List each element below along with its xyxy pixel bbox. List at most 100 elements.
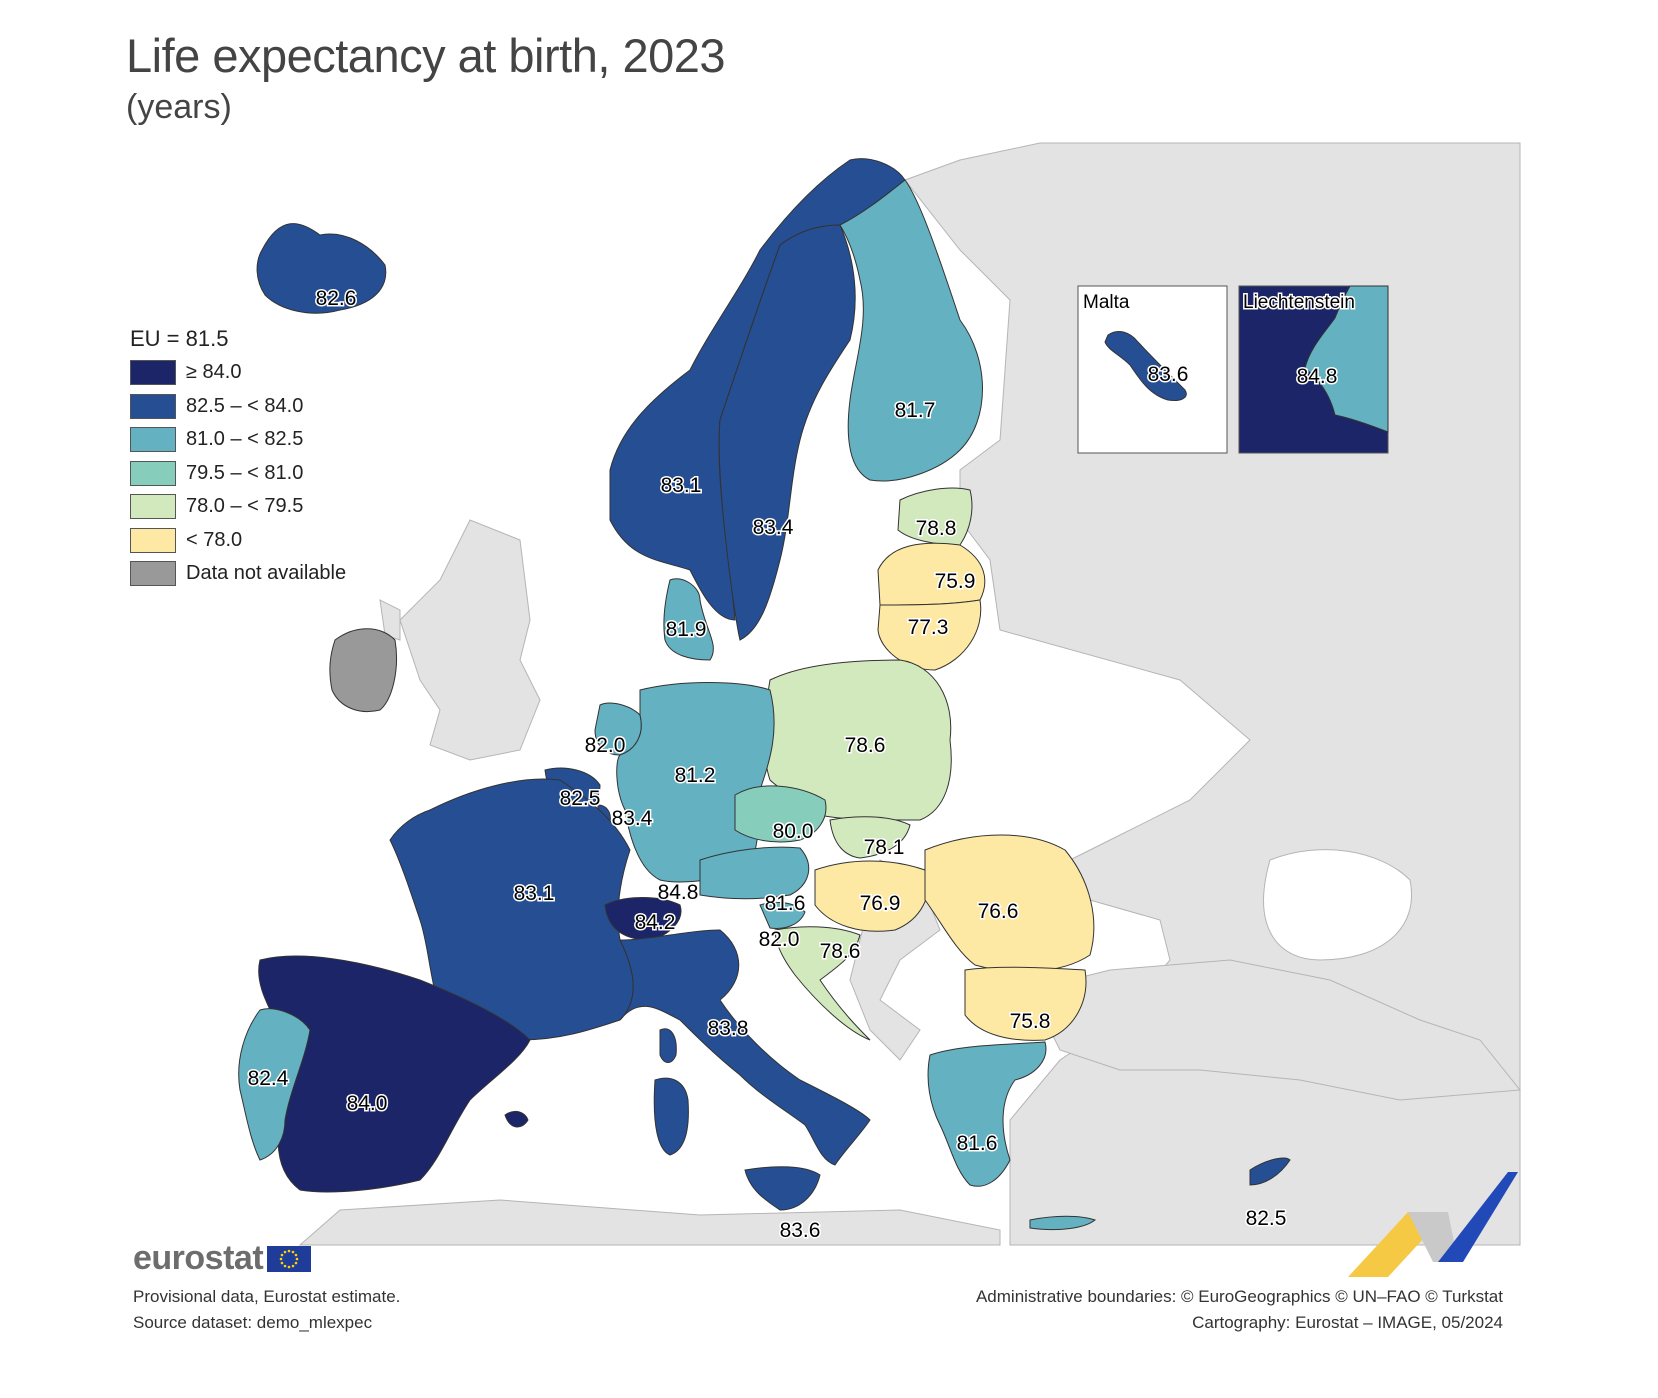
- poland-shape: [763, 659, 952, 821]
- bulgaria-shape: [964, 966, 1087, 1041]
- slovenia-shape: [759, 901, 806, 929]
- malta-inset-title: Malta: [1083, 292, 1130, 313]
- legend-item: 78.0 – < 79.5: [130, 490, 346, 524]
- slovakia-shape: [829, 816, 911, 859]
- sicily-shape: [744, 1166, 821, 1211]
- eurostat-logo: eurostat: [133, 1239, 312, 1278]
- value-label-malta: 83.6: [780, 1219, 821, 1242]
- value-label-finland: 81.7: [895, 399, 936, 422]
- footnote-line: Source dataset: demo_mlexpec: [133, 1313, 373, 1332]
- value-label-poland: 78.6: [845, 734, 886, 757]
- sweden-shape: [718, 224, 856, 641]
- legend-swatch: [130, 494, 176, 520]
- finland-shape: [839, 179, 983, 482]
- legend-swatch: [130, 427, 176, 453]
- legend-label: ≥ 84.0: [186, 361, 242, 384]
- value-label-france: 83.1: [514, 882, 555, 905]
- eurostat-chevron-logo: [1348, 1172, 1518, 1277]
- malta-inset: Malta 83.6: [1077, 285, 1228, 454]
- czechia-shape: [734, 785, 827, 843]
- legend-label: 82.5 – < 84.0: [186, 394, 304, 417]
- legend-label: 79.5 – < 81.0: [186, 461, 304, 484]
- value-label-bulgaria: 75.8: [1010, 1010, 1051, 1033]
- value-label-netherlands: 82.0: [585, 734, 626, 757]
- value-label-sweden: 83.4: [753, 516, 794, 539]
- value-label-slovenia: 82.0: [759, 928, 800, 951]
- legend-swatch: [130, 527, 176, 553]
- greece-shape: [927, 1041, 1047, 1187]
- value-label-estonia: 78.8: [916, 517, 957, 540]
- switzerland-shape: [604, 897, 682, 941]
- hungary-shape: [814, 860, 929, 932]
- credits-line: Administrative boundaries: © EuroGeograp…: [975, 1287, 1503, 1306]
- value-label-czechia: 80.0: [773, 820, 814, 843]
- france-shape: [389, 778, 634, 1041]
- footnote: Provisional data, Eurostat estimate. Sou…: [133, 1284, 400, 1336]
- legend-item: Data not available: [130, 557, 346, 591]
- value-label-belgium: 82.5: [560, 787, 601, 810]
- denmark-shape: [663, 578, 714, 661]
- sardinia-shape: [653, 1077, 689, 1156]
- legend-label: Data not available: [186, 562, 347, 585]
- value-label-portugal: 82.4: [248, 1067, 289, 1090]
- legend-swatch: [130, 360, 176, 386]
- map-subtitle: (years): [126, 88, 232, 126]
- value-label-switzerland: 84.2: [635, 911, 676, 934]
- value-label-austria: 81.6: [765, 892, 806, 915]
- legend-label: 81.0 – < 82.5: [186, 428, 304, 451]
- credits-line: Cartography: Eurostat – IMAGE, 05/2024: [1192, 1313, 1503, 1332]
- value-label-lithuania: 77.3: [908, 616, 949, 639]
- legend-item: < 78.0: [130, 524, 346, 558]
- map-title: Life expectancy at birth, 2023: [126, 29, 726, 82]
- legend-item: 81.0 – < 82.5: [130, 423, 346, 457]
- cyprus-shape: [1249, 1157, 1291, 1186]
- value-label-romania: 76.6: [978, 900, 1019, 923]
- value-label-iceland: 82.6: [316, 287, 357, 310]
- legend-swatch: [130, 561, 176, 587]
- legend-label: 78.0 – < 79.5: [186, 495, 304, 518]
- italy-shape: [619, 929, 871, 1166]
- malta-shape: [1104, 331, 1187, 401]
- value-label-germany: 81.2: [675, 764, 716, 787]
- footnote-line: Provisional data, Eurostat estimate.: [133, 1287, 401, 1306]
- value-label-greece: 81.6: [957, 1132, 998, 1155]
- lithuania-shape: [877, 599, 982, 671]
- portugal-shape: [238, 1008, 311, 1161]
- value-label-luxembourg: 83.4: [612, 807, 653, 830]
- croatia-shape: [774, 926, 871, 1041]
- legend-swatch: [130, 393, 176, 419]
- estonia-shape: [897, 487, 973, 546]
- legend-item: 82.5 – < 84.0: [130, 390, 346, 424]
- eu-flag-icon: [267, 1245, 312, 1272]
- credits: Administrative boundaries: © EuroGeograp…: [976, 1284, 1503, 1336]
- corsica-shape: [659, 1028, 677, 1063]
- country-shapes: [238, 158, 1291, 1231]
- iceland-shape: [256, 223, 387, 314]
- romania-shape: [924, 834, 1095, 973]
- legend: EU = 81.5 ≥ 84.0 82.5 – < 84.0 81.0 – < …: [130, 326, 346, 591]
- legend-title: EU = 81.5: [130, 326, 229, 351]
- malta-inset-value: 83.6: [1148, 363, 1189, 386]
- value-label-italy: 83.8: [708, 1017, 749, 1040]
- austria-shape: [699, 846, 810, 900]
- balearic-shape: [504, 1110, 529, 1128]
- ireland-shape: [329, 628, 398, 713]
- legend-label: < 78.0: [186, 528, 243, 551]
- liechtenstein-inset: Liechtenstein 84.8: [1238, 285, 1389, 454]
- crete-shape: [1029, 1215, 1097, 1231]
- country-labels: 82.6 83.1 83.4 81.7 78.8 75.9 77.3 81.9 …: [246, 286, 1288, 1244]
- value-label-spain: 84.0: [347, 1092, 388, 1115]
- value-label-liechtenstein: 84.8: [658, 881, 699, 904]
- value-label-croatia: 78.6: [820, 940, 861, 963]
- value-label-hungary: 76.9: [860, 892, 901, 915]
- eurostat-wordmark: eurostat: [133, 1239, 264, 1277]
- value-label-latvia: 75.9: [935, 570, 976, 593]
- liechtenstein-inset-value: 84.8: [1297, 365, 1338, 388]
- legend-item: ≥ 84.0: [130, 356, 346, 390]
- value-label-slovakia: 78.1: [864, 836, 905, 859]
- liechtenstein-inset-austria: [1304, 285, 1389, 433]
- liechtenstein-inset-title: Liechtenstein: [1243, 292, 1355, 313]
- legend-item: 79.5 – < 81.0: [130, 457, 346, 491]
- value-label-cyprus: 82.5: [1246, 1207, 1287, 1230]
